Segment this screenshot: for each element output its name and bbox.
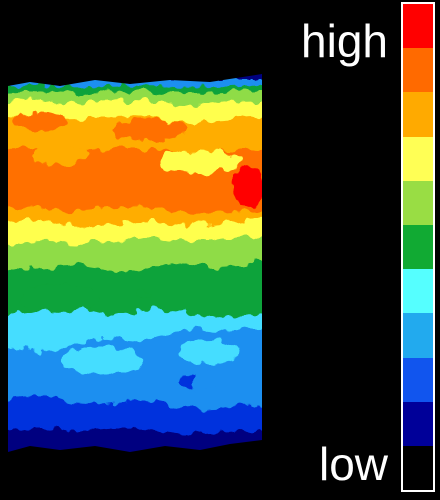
darkblue-blob-a [178,376,194,388]
orange-blob-left [14,112,66,132]
legend-swatch [403,401,433,446]
legend-swatch [403,224,433,270]
cyan-blob-b [180,340,240,364]
legend-swatch [403,136,433,181]
cyan-blob-a [60,346,140,374]
legend-swatch [403,4,433,49]
yellow-blob-a [160,150,240,174]
legend-swatch [403,269,433,314]
color-legend-bar [401,2,435,492]
orange-blob-mid [112,120,188,140]
legend-swatch [403,180,433,225]
green-blob [20,284,100,312]
green-spot [138,287,150,297]
lightorange-blob-a [30,145,90,165]
legend-high-label: high [301,15,388,67]
sample-heatmap [8,74,262,452]
legend-swatch [403,92,433,137]
hot-spot [232,166,262,206]
lightorange-blob-b [150,207,170,223]
legend-swatch [403,357,433,402]
legend-swatch [403,48,433,93]
legend-swatch [403,445,433,491]
yellow-blob-b [186,222,214,242]
legend-swatch [403,313,433,358]
legend-low-label: low [318,438,388,490]
